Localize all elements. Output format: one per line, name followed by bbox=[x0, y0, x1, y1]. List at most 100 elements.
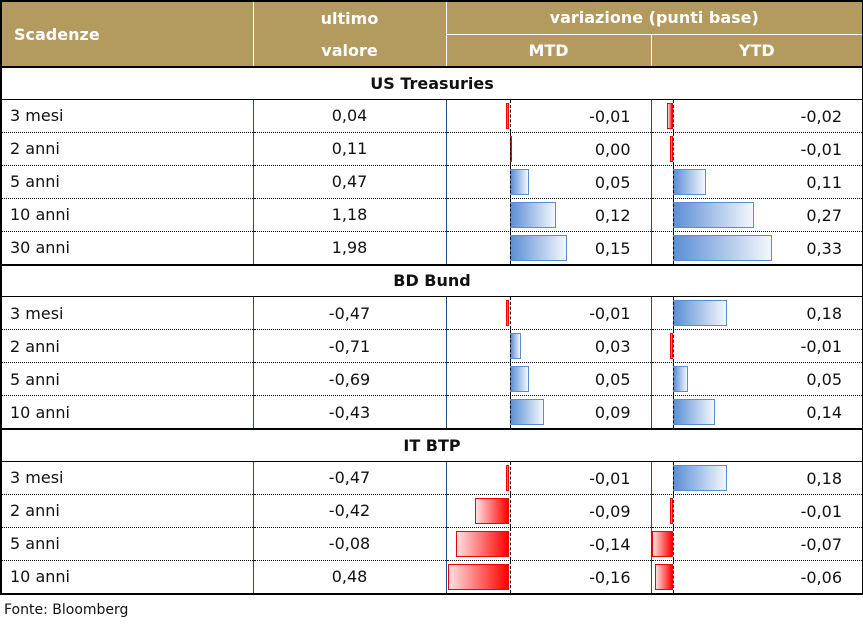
mtd-value: 0,05 bbox=[594, 172, 631, 192]
mtd-value: -0,14 bbox=[589, 534, 631, 554]
table-row: 2 anni -0,71 0,03 -0,01 bbox=[1, 329, 863, 363]
ytd-axis bbox=[672, 99, 674, 132]
ytd-value: 0,11 bbox=[806, 172, 842, 192]
maturity-label: 5 anni bbox=[1, 165, 254, 199]
maturity-label: 2 anni bbox=[1, 132, 254, 166]
mtd-bar bbox=[509, 168, 529, 195]
section-title: IT BTP bbox=[1, 428, 863, 462]
header-scadenze: Scadenze bbox=[1, 1, 254, 67]
mtd-bar bbox=[509, 333, 522, 359]
mtd-bar bbox=[505, 102, 510, 129]
ytd-axis bbox=[672, 231, 674, 264]
table-row: 10 anni 1,18 0,12 0,27 bbox=[1, 198, 863, 232]
mtd-value: 0,05 bbox=[594, 370, 631, 389]
mtd-bar bbox=[509, 201, 556, 228]
yield-table: Scadenze ultimo variazione (punti base) … bbox=[0, 0, 863, 595]
maturity-label: 5 anni bbox=[1, 527, 254, 561]
mtd-axis bbox=[509, 165, 511, 198]
maturity-label: 10 anni bbox=[1, 560, 254, 594]
ytd-bar bbox=[654, 563, 673, 590]
header-mtd: MTD bbox=[446, 33, 652, 67]
last-value: -0,71 bbox=[253, 329, 447, 363]
mtd-axis bbox=[509, 560, 511, 593]
table-row: 10 anni 0,48 -0,16 -0,06 bbox=[1, 560, 863, 594]
mtd-axis bbox=[509, 363, 511, 395]
ytd-value: 0,18 bbox=[806, 304, 842, 323]
maturity-label: 10 anni bbox=[1, 198, 254, 232]
last-value: -0,69 bbox=[253, 362, 447, 396]
table-row: 3 mesi -0,47 -0,01 0,18 bbox=[1, 461, 863, 495]
ytd-bar bbox=[669, 333, 673, 359]
last-value: -0,42 bbox=[253, 494, 447, 528]
mtd-bar bbox=[509, 366, 529, 392]
ytd-axis bbox=[672, 396, 674, 428]
ytd-axis bbox=[672, 132, 674, 165]
ytd-bar bbox=[672, 168, 706, 195]
ytd-axis bbox=[672, 330, 674, 362]
header-ultimo: ultimo bbox=[253, 1, 447, 34]
mtd-bar bbox=[455, 530, 510, 557]
mtd-axis bbox=[509, 527, 511, 560]
mtd-axis bbox=[509, 330, 511, 362]
last-value: -0,08 bbox=[253, 527, 447, 561]
maturity-label: 3 mesi bbox=[1, 296, 254, 330]
ytd-value: 0,27 bbox=[806, 205, 842, 225]
table-row: 30 anni 1,98 0,15 0,33 bbox=[1, 231, 863, 265]
mtd-axis bbox=[509, 198, 511, 231]
ytd-axis bbox=[672, 363, 674, 395]
mtd-bar bbox=[509, 234, 568, 261]
table-row: 2 anni 0,11 0,00 -0,01 bbox=[1, 132, 863, 166]
table-row: 5 anni 0,47 0,05 0,11 bbox=[1, 165, 863, 199]
ytd-axis bbox=[672, 297, 674, 329]
ytd-axis bbox=[672, 461, 674, 494]
mtd-value: 0,12 bbox=[594, 205, 631, 225]
section-row: BD Bund bbox=[1, 263, 863, 297]
ytd-axis bbox=[672, 560, 674, 593]
maturity-label: 5 anni bbox=[1, 362, 254, 396]
last-value: 1,18 bbox=[253, 198, 447, 232]
ytd-bar bbox=[669, 135, 673, 162]
mtd-value: -0,01 bbox=[589, 304, 631, 323]
ytd-value: -0,01 bbox=[800, 139, 842, 159]
section-title: US Treasuries bbox=[1, 66, 863, 100]
ytd-axis bbox=[672, 527, 674, 560]
mtd-axis bbox=[509, 297, 511, 329]
last-value: 1,98 bbox=[253, 231, 447, 265]
ytd-axis bbox=[672, 165, 674, 198]
maturity-label: 30 anni bbox=[1, 231, 254, 265]
ytd-bar bbox=[669, 497, 673, 524]
maturity-label: 3 mesi bbox=[1, 99, 254, 133]
mtd-bar bbox=[505, 464, 510, 491]
ytd-axis bbox=[672, 494, 674, 527]
last-value: 0,48 bbox=[253, 560, 447, 594]
mtd-bar bbox=[447, 563, 510, 590]
mtd-bar bbox=[474, 497, 510, 524]
mtd-axis bbox=[509, 99, 511, 132]
mtd-axis bbox=[509, 231, 511, 264]
mtd-axis bbox=[509, 396, 511, 428]
ytd-value: 0,33 bbox=[806, 238, 842, 258]
ytd-value: -0,01 bbox=[800, 501, 842, 521]
source-note: Fonte: Bloomberg bbox=[4, 602, 129, 618]
mtd-value: 0,03 bbox=[594, 337, 631, 356]
last-value: 0,47 bbox=[253, 165, 447, 199]
ytd-bar bbox=[672, 300, 727, 326]
table-row: 3 mesi 0,04 -0,01 -0,02 bbox=[1, 99, 863, 133]
ytd-value: 0,18 bbox=[806, 468, 842, 488]
ytd-bar bbox=[672, 234, 772, 261]
ytd-bar bbox=[651, 530, 673, 557]
ytd-axis bbox=[672, 198, 674, 231]
ytd-value: -0,06 bbox=[800, 567, 842, 587]
ytd-value: 0,14 bbox=[806, 403, 842, 422]
maturity-label: 2 anni bbox=[1, 494, 254, 528]
mtd-value: -0,09 bbox=[589, 501, 631, 521]
section-title: BD Bund bbox=[1, 263, 863, 297]
header-variazione: variazione (punti base) bbox=[446, 1, 863, 34]
table-row: 3 mesi -0,47 -0,01 0,18 bbox=[1, 296, 863, 330]
last-value: -0,47 bbox=[253, 296, 447, 330]
mtd-value: 0,15 bbox=[594, 238, 631, 258]
section-row: IT BTP bbox=[1, 428, 863, 462]
header-valore: valore bbox=[253, 34, 447, 67]
maturity-label: 10 anni bbox=[1, 395, 254, 430]
header-ytd: YTD bbox=[651, 33, 863, 67]
